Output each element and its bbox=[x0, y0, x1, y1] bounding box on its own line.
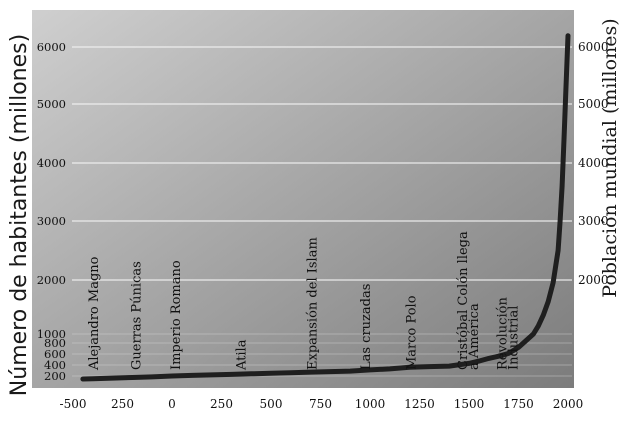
annotation-label: Industrial bbox=[507, 306, 522, 370]
annotation-label: Guerras Púnicas bbox=[129, 261, 144, 370]
annotation-label: Alejandro Magno bbox=[87, 256, 102, 371]
left-tick-label: 2000 bbox=[37, 273, 66, 287]
annotation-label: Revolución bbox=[496, 297, 511, 370]
left-tick-label: 3000 bbox=[37, 214, 66, 228]
x-tick-label: 1000 bbox=[355, 397, 386, 411]
annotation-label: Imperio Romano bbox=[169, 260, 184, 370]
left-axis-label: Número de habitantes (millones) bbox=[7, 34, 32, 396]
right-axis-label: Población mundial (millones) bbox=[599, 18, 621, 297]
right-tick-label: 2000 bbox=[578, 273, 609, 287]
x-tick-label: 250 bbox=[210, 397, 233, 411]
right-tick-label: 5000 bbox=[578, 97, 609, 111]
x-tick-label: 750 bbox=[309, 397, 332, 411]
x-tick-label: 2000 bbox=[553, 397, 584, 411]
x-tick-label: 1250 bbox=[404, 397, 435, 411]
annotations: Alejandro Magno Guerras Púnicas Imperio Ro… bbox=[87, 231, 522, 371]
x-tick-label: 1500 bbox=[454, 397, 485, 411]
left-tick-label: 1000 bbox=[37, 327, 66, 341]
annotation-label: Cristóbal Colón llega bbox=[456, 231, 471, 370]
left-tick-label: 800 bbox=[44, 336, 66, 350]
x-tick-label: 1750 bbox=[503, 397, 534, 411]
series-line-0 bbox=[80, 33, 571, 382]
x-tick-label: 0 bbox=[168, 397, 176, 411]
right-tick-label: 3000 bbox=[578, 214, 609, 228]
left-tick-label: 4000 bbox=[37, 156, 66, 170]
annotation-label: Marco Polo bbox=[405, 295, 420, 370]
left-tick-label: 200 bbox=[44, 369, 66, 383]
left-tick-label: 400 bbox=[44, 358, 66, 372]
annotation-label: Las cruzadas bbox=[359, 284, 374, 370]
series-group bbox=[80, 33, 571, 382]
x-tick-label: 250 bbox=[111, 397, 134, 411]
x-tick-label: 500 bbox=[260, 397, 283, 411]
x-axis-ticks: -500 250 0 250 500 750 1000 1250 1500 1750 2000 bbox=[60, 397, 584, 411]
gridlines bbox=[72, 46, 572, 377]
left-tick-label: 5000 bbox=[37, 97, 66, 111]
annotation-label: Expansión del Islam bbox=[306, 237, 321, 370]
left-tick-label: 6000 bbox=[37, 40, 66, 54]
annotation-label: Atila bbox=[234, 339, 249, 371]
plot-area bbox=[32, 10, 574, 388]
x-tick-label: -500 bbox=[60, 397, 87, 411]
right-axis-ticks: 2000 3000 4000 5000 6000 bbox=[578, 40, 609, 287]
right-tick-label: 6000 bbox=[578, 40, 609, 54]
annotation-label: a América bbox=[467, 303, 482, 370]
left-tick-label: 600 bbox=[44, 347, 66, 361]
right-tick-label: 4000 bbox=[578, 156, 609, 170]
